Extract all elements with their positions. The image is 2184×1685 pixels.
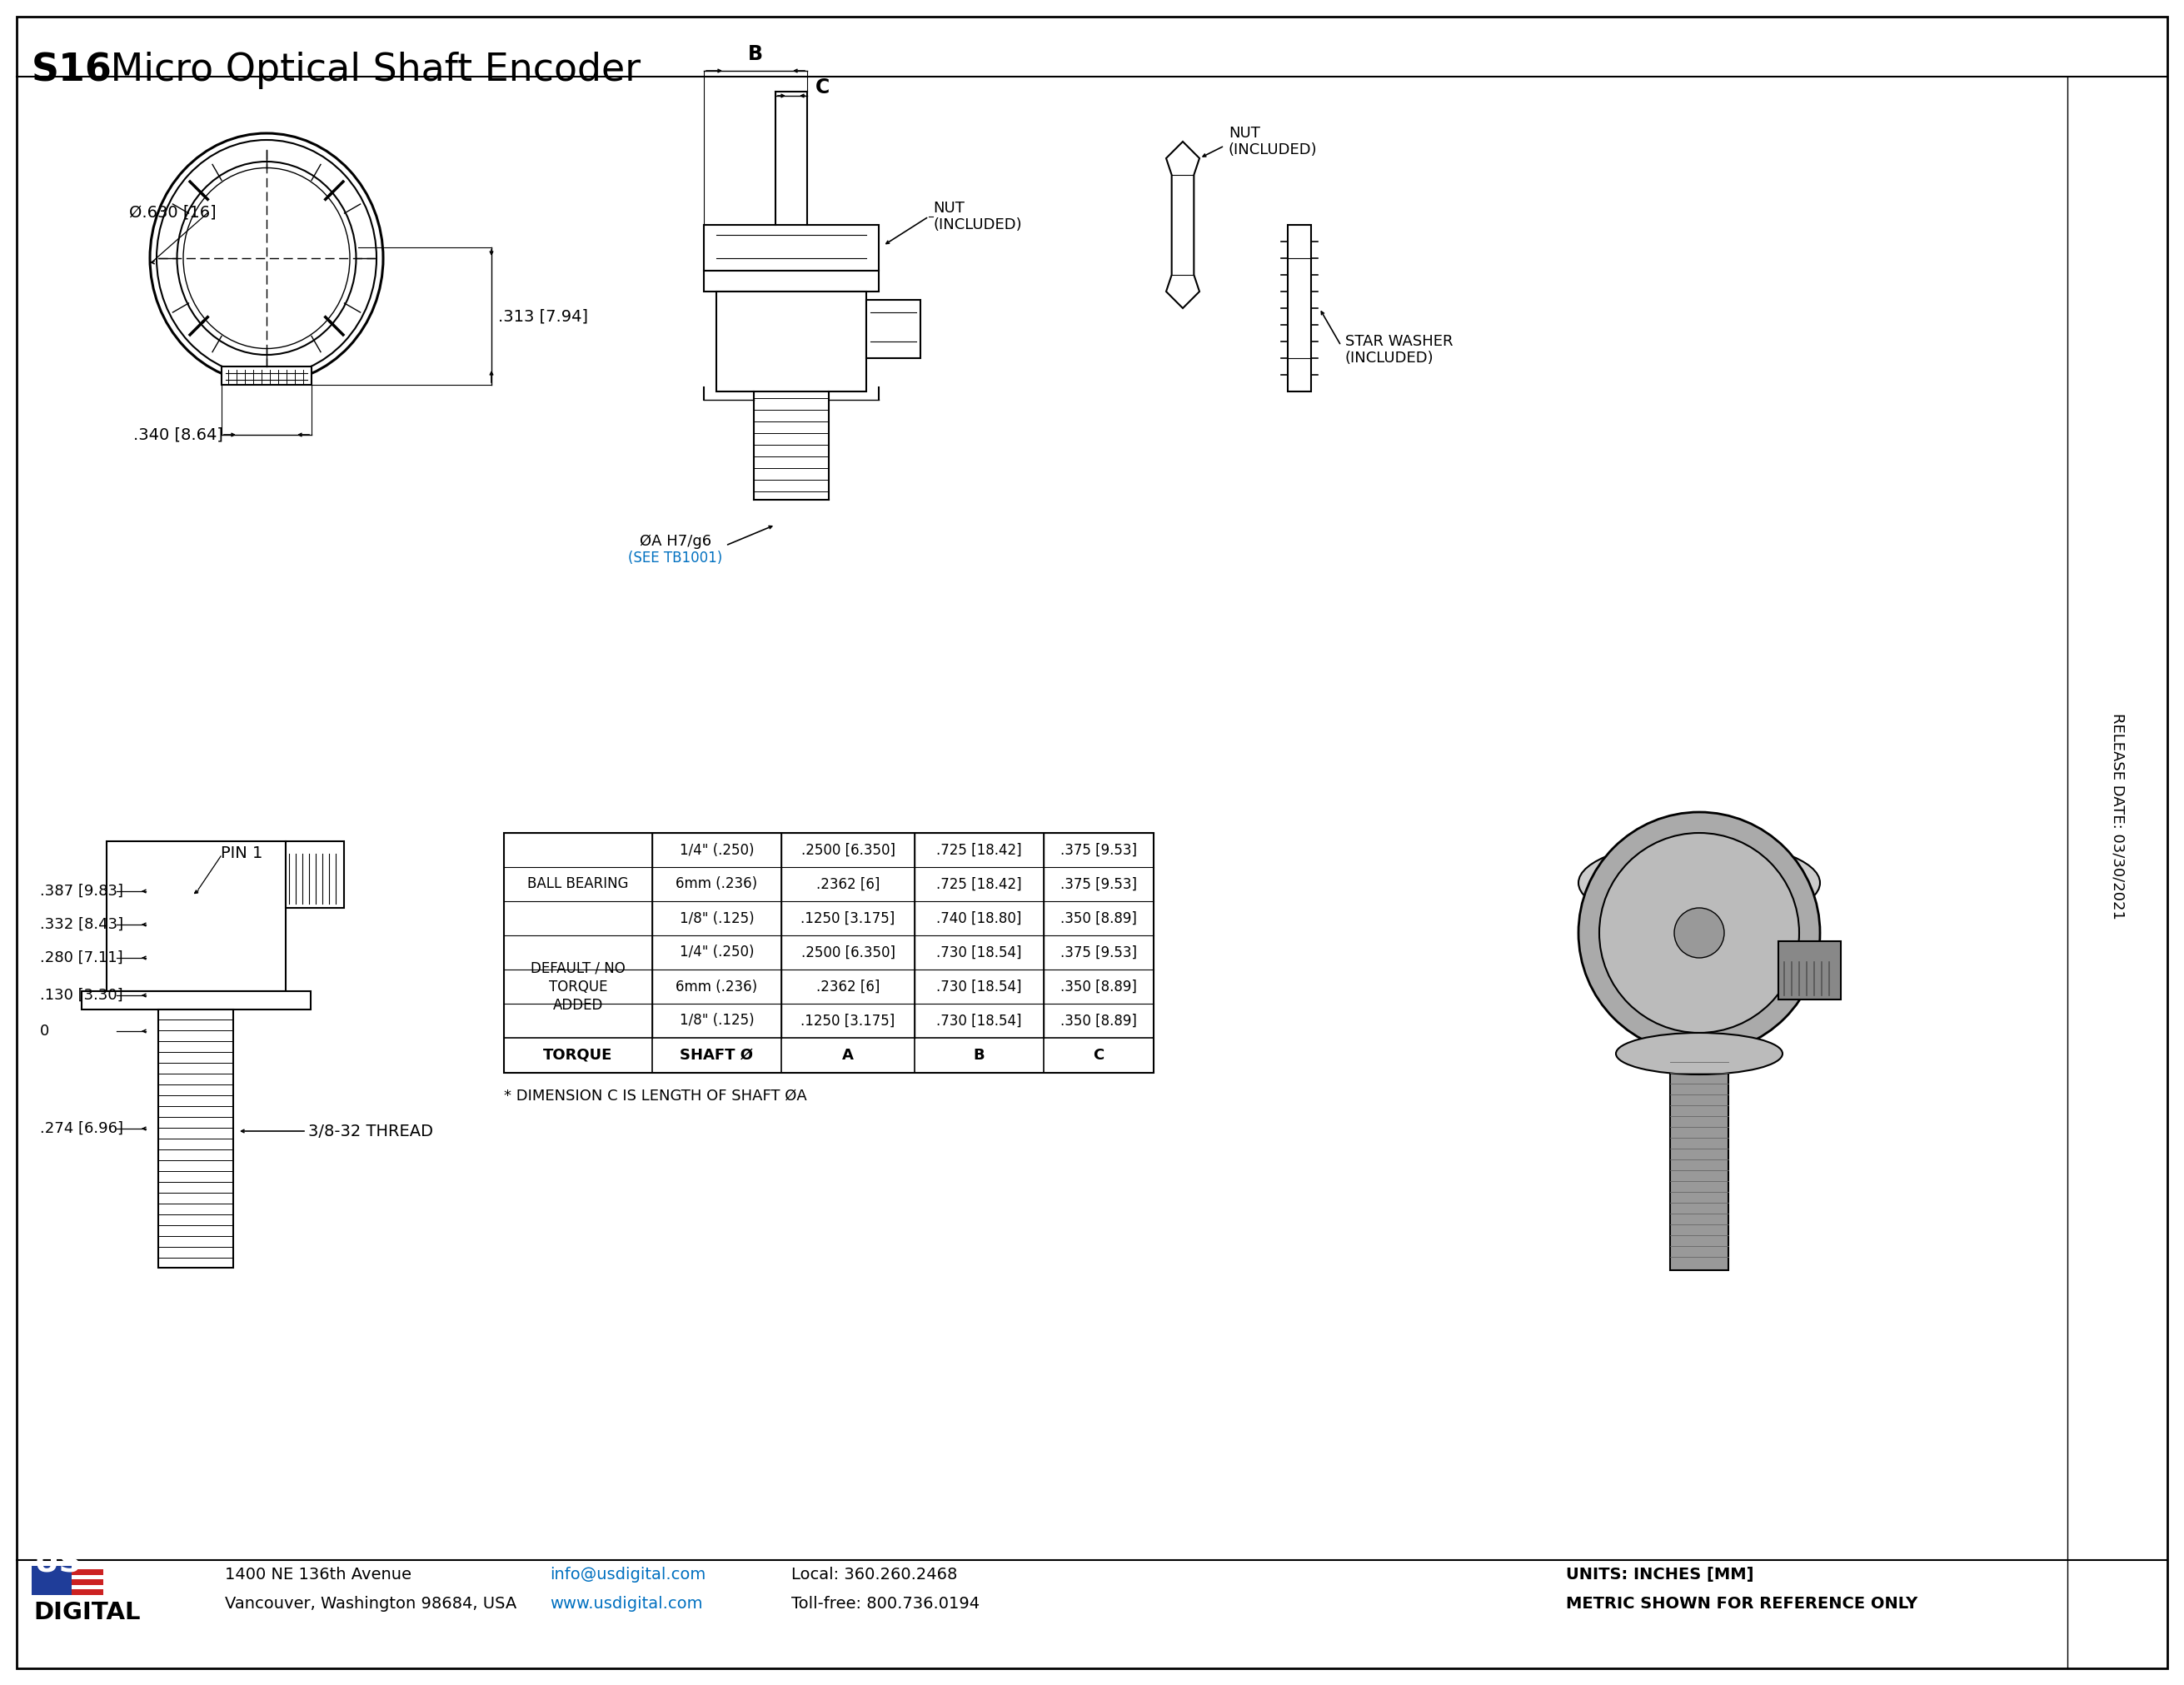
Text: RELEASE DATE: 03/30/2021: RELEASE DATE: 03/30/2021 [2110, 713, 2125, 920]
Text: TORQUE: TORQUE [544, 1048, 614, 1063]
Text: 3/8-32 THREAD: 3/8-32 THREAD [308, 1124, 432, 1139]
Ellipse shape [151, 133, 382, 382]
Text: .725 [18.42]: .725 [18.42] [937, 876, 1022, 891]
Text: .280 [7.11]: .280 [7.11] [39, 950, 122, 966]
Text: .350 [8.89]: .350 [8.89] [1061, 912, 1138, 925]
Bar [716, 292, 867, 391]
Text: .350 [8.89]: .350 [8.89] [1061, 1013, 1138, 1028]
Text: METRIC SHOWN FOR REFERENCE ONLY: METRIC SHOWN FOR REFERENCE ONLY [1566, 1596, 1918, 1613]
Bar [31, 1565, 72, 1596]
Text: .340 [8.64]: .340 [8.64] [133, 426, 223, 443]
Text: .2500 [6.350]: .2500 [6.350] [802, 842, 895, 858]
Ellipse shape [1599, 832, 1800, 1033]
Bar [286, 841, 343, 908]
Ellipse shape [1579, 812, 1819, 1053]
Text: .332 [8.43]: .332 [8.43] [39, 917, 122, 932]
Text: C: C [815, 78, 830, 98]
Bar [1778, 942, 1841, 999]
Bar [72, 1565, 103, 1596]
Text: NUT
(INCLUDED): NUT (INCLUDED) [933, 201, 1022, 233]
Bar [703, 271, 878, 292]
Bar [505, 832, 1153, 1073]
Text: 1/4" (.250): 1/4" (.250) [679, 842, 753, 858]
Bar [72, 1565, 103, 1569]
Text: .2500 [6.350]: .2500 [6.350] [802, 945, 895, 960]
Text: .274 [6.96]: .274 [6.96] [39, 1121, 122, 1136]
Text: B: B [974, 1048, 985, 1063]
Text: C: C [1094, 1048, 1105, 1063]
Text: .1250 [3.175]: .1250 [3.175] [802, 912, 895, 925]
Text: 1400 NE 136th Avenue: 1400 NE 136th Avenue [225, 1567, 411, 1582]
Text: .313 [7.94]: .313 [7.94] [498, 308, 587, 324]
Bar [157, 1009, 234, 1267]
Text: SHAFT Ø: SHAFT Ø [679, 1048, 753, 1063]
Polygon shape [1166, 142, 1199, 308]
Bar [1671, 1053, 1728, 1270]
Text: BALL BEARING: BALL BEARING [529, 876, 629, 891]
Text: STAR WASHER
(INCLUDED): STAR WASHER (INCLUDED) [1345, 334, 1452, 366]
Text: .1250 [3.175]: .1250 [3.175] [802, 1013, 895, 1028]
Text: A: A [843, 1048, 854, 1063]
Text: * DIMENSION C IS LENGTH OF SHAFT ØA: * DIMENSION C IS LENGTH OF SHAFT ØA [505, 1089, 806, 1104]
Text: .725 [18.42]: .725 [18.42] [937, 842, 1022, 858]
Text: .350 [8.89]: .350 [8.89] [1061, 979, 1138, 994]
Text: B: B [747, 44, 762, 64]
Text: .375 [9.53]: .375 [9.53] [1061, 876, 1138, 891]
Text: .387 [9.83]: .387 [9.83] [39, 883, 122, 898]
Text: .130 [3.30]: .130 [3.30] [39, 987, 122, 1003]
Bar [703, 224, 878, 271]
Text: www.usdigital.com: www.usdigital.com [550, 1596, 703, 1613]
Text: .740 [18.80]: .740 [18.80] [937, 912, 1022, 925]
Text: .2362 [6]: .2362 [6] [817, 979, 880, 994]
Bar [107, 841, 286, 991]
Text: UNITS: INCHES [MM]: UNITS: INCHES [MM] [1566, 1567, 1754, 1582]
Ellipse shape [1579, 841, 1819, 925]
Text: .730 [18.54]: .730 [18.54] [937, 1013, 1022, 1028]
Text: S16: S16 [31, 52, 111, 89]
Text: info@usdigital.com: info@usdigital.com [550, 1567, 705, 1582]
Text: DEFAULT / NO
TORQUE
ADDED: DEFAULT / NO TORQUE ADDED [531, 960, 625, 1013]
Ellipse shape [1616, 1033, 1782, 1075]
Ellipse shape [1675, 908, 1723, 957]
Text: DIGITAL: DIGITAL [33, 1601, 140, 1624]
Bar [1289, 224, 1310, 391]
Text: .730 [18.54]: .730 [18.54] [937, 979, 1022, 994]
Ellipse shape [183, 169, 349, 349]
Bar [221, 366, 312, 384]
Bar [81, 991, 310, 1009]
Text: ØA H7/g6: ØA H7/g6 [640, 534, 712, 549]
Text: Toll-free: 800.736.0194: Toll-free: 800.736.0194 [791, 1596, 981, 1613]
Bar [867, 300, 919, 359]
Text: .2362 [6]: .2362 [6] [817, 876, 880, 891]
Text: .375 [9.53]: .375 [9.53] [1061, 945, 1138, 960]
Text: 1/8" (.125): 1/8" (.125) [679, 1013, 753, 1028]
Text: .730 [18.54]: .730 [18.54] [937, 945, 1022, 960]
Text: 6mm (.236): 6mm (.236) [675, 979, 758, 994]
Text: NUT
(INCLUDED): NUT (INCLUDED) [1230, 125, 1317, 158]
Text: US: US [33, 1549, 81, 1579]
Text: 0: 0 [39, 1024, 50, 1038]
Text: Micro Optical Shaft Encoder: Micro Optical Shaft Encoder [98, 52, 640, 89]
Bar [72, 1575, 103, 1579]
Text: Local: 360.260.2468: Local: 360.260.2468 [791, 1567, 957, 1582]
Ellipse shape [157, 140, 376, 376]
Text: 6mm (.236): 6mm (.236) [675, 876, 758, 891]
Text: Ø.630 [16]: Ø.630 [16] [129, 204, 216, 221]
Text: PIN 1: PIN 1 [221, 846, 262, 861]
Text: (SEE TB1001): (SEE TB1001) [629, 551, 723, 566]
Ellipse shape [177, 162, 356, 356]
Bar [72, 1586, 103, 1589]
Text: .375 [9.53]: .375 [9.53] [1061, 842, 1138, 858]
Text: 1/8" (.125): 1/8" (.125) [679, 912, 753, 925]
Text: Vancouver, Washington 98684, USA: Vancouver, Washington 98684, USA [225, 1596, 518, 1613]
Text: 1/4" (.250): 1/4" (.250) [679, 945, 753, 960]
